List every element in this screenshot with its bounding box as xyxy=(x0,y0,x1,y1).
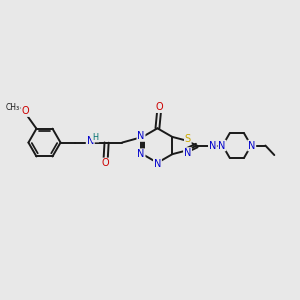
Text: S: S xyxy=(185,134,191,144)
Text: N: N xyxy=(154,159,161,169)
Text: N: N xyxy=(137,131,145,141)
Text: N: N xyxy=(87,136,94,146)
Text: CH₃: CH₃ xyxy=(6,103,20,112)
Text: N: N xyxy=(248,140,255,151)
Text: O: O xyxy=(102,158,110,168)
Text: N: N xyxy=(218,140,226,151)
Text: N: N xyxy=(137,149,145,159)
Text: N: N xyxy=(184,148,191,158)
Text: H: H xyxy=(92,133,99,142)
Text: N: N xyxy=(209,140,216,151)
Text: O: O xyxy=(156,102,163,112)
Text: O: O xyxy=(22,106,29,116)
